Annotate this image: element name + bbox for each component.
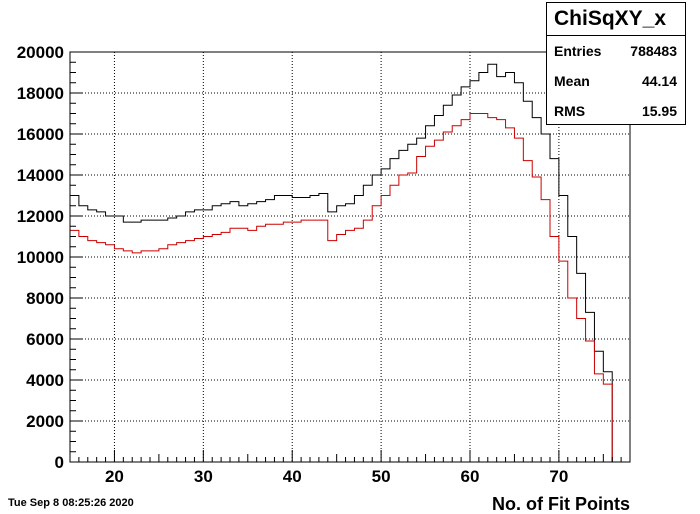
y-tick-label: 4000: [26, 371, 64, 390]
y-tick-label: 16000: [17, 125, 64, 144]
x-tick-label: 30: [194, 467, 213, 486]
y-tick-label: 6000: [26, 330, 64, 349]
x-tick-label: 70: [549, 467, 568, 486]
rms-value: 15.95: [641, 103, 677, 119]
y-tick-label: 12000: [17, 207, 64, 226]
x-axis-label: No. of Fit Points: [492, 494, 630, 514]
rms-label: RMS: [554, 103, 586, 119]
histogram-series-red: [70, 113, 622, 463]
y-tick-label: 18000: [17, 84, 64, 103]
stats-box: ChiSqXY_x Entries 788483 Mean 44.14 RMS …: [546, 2, 686, 125]
y-tick-label: 2000: [26, 412, 64, 431]
x-tick-label: 50: [372, 467, 391, 486]
mean-label: Mean: [554, 73, 590, 89]
axis-ticks: 20 30 40 50 60 70 0 2000 4000 6000 8000 10000 12000 1…: [17, 43, 631, 486]
y-tick-label: 20000: [17, 43, 64, 62]
stats-row-rms: RMS 15.95: [547, 96, 685, 126]
y-tick-label: 10000: [17, 248, 64, 267]
entries-label: Entries: [554, 43, 602, 59]
y-tick-label: 14000: [17, 166, 64, 185]
x-tick-label: 60: [461, 467, 480, 486]
stats-row-entries: Entries 788483: [547, 36, 685, 66]
histogram-series-black: [70, 63, 622, 463]
y-tick-label: 8000: [26, 289, 64, 308]
mean-value: 44.14: [641, 73, 677, 89]
entries-value: 788483: [630, 43, 677, 59]
stats-title: ChiSqXY_x: [547, 3, 685, 36]
y-tick-label: 0: [55, 453, 64, 472]
x-tick-label: 20: [105, 467, 124, 486]
series-layer: [70, 63, 622, 463]
x-tick-label: 40: [283, 467, 302, 486]
timestamp-footer: Tue Sep 8 08:25:26 2020: [8, 497, 134, 509]
stats-row-mean: Mean 44.14: [547, 66, 685, 96]
